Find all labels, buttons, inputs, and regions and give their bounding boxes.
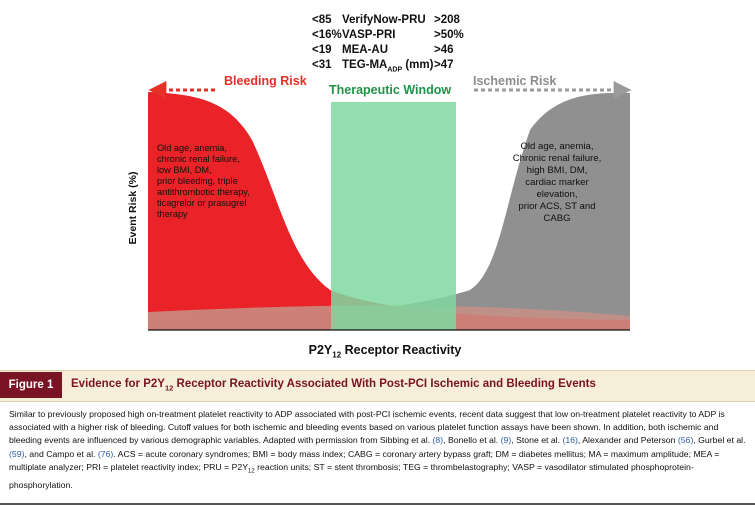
bottom-border xyxy=(0,503,755,505)
reference-link[interactable]: (59) xyxy=(9,448,25,459)
y-axis-label: Event Risk (%) xyxy=(127,171,139,245)
caption-segment: reaction units; ST = stent thrombosis; T… xyxy=(9,461,694,490)
figure-caption-text: Similar to previously proposed high on-t… xyxy=(9,408,749,492)
threshold-row: <19 MEA-AU >46 xyxy=(312,43,482,58)
threshold-assay: VASP-PRI xyxy=(342,29,396,41)
figure-caption-bar xyxy=(0,370,755,402)
figure-tag: Figure 1 xyxy=(0,372,62,398)
caption-segment: Similar to previously proposed high on-t… xyxy=(9,409,725,446)
figure-title: Evidence for P2Y12 Receptor Reactivity A… xyxy=(71,378,596,393)
threshold-low: <16% xyxy=(312,29,342,41)
bleeding-risk-label: Bleeding Risk xyxy=(224,74,307,88)
threshold-high: >50% xyxy=(434,29,464,41)
caption-segment: , and Campo et al. xyxy=(24,448,98,459)
threshold-low: <19 xyxy=(312,44,332,56)
caption-segment: , Stone et al. xyxy=(511,435,563,446)
assay-threshold-table: <85 VerifyNow-PRU >208 <16% VASP-PRI >50% <19 M… xyxy=(312,13,482,73)
reference-link[interactable]: (56) xyxy=(677,435,694,446)
threshold-row: <31 TEG-MAADP (mm) >47 xyxy=(312,58,482,73)
x-axis-label: P2Y12 Receptor Reactivity xyxy=(308,343,462,360)
reference-link[interactable]: (8) xyxy=(432,435,444,446)
reference-link[interactable]: (76) xyxy=(97,448,114,459)
therapeutic-window-band xyxy=(331,102,456,330)
threshold-low: <31 xyxy=(312,59,332,71)
reference-link[interactable]: (9) xyxy=(500,435,512,446)
caption-segment: . ACS = acute coronary syndromes; BMI = … xyxy=(9,448,720,472)
risk-diagram xyxy=(148,81,632,331)
ischemic-risk-label: Ischemic Risk xyxy=(473,74,557,88)
bleeding-risk-factors: Old age, anemia, chronic renal failure, … xyxy=(157,143,250,219)
caption-segment: 12 xyxy=(248,468,255,475)
threshold-row: <85 VerifyNow-PRU >208 xyxy=(312,13,482,28)
threshold-low: <85 xyxy=(312,14,332,26)
reference-link[interactable]: (16) xyxy=(562,435,578,446)
threshold-high: >46 xyxy=(434,44,454,56)
caption-segment: , Gurbel et al. xyxy=(693,435,746,446)
threshold-high: >208 xyxy=(434,14,460,26)
threshold-high: >47 xyxy=(434,59,454,71)
threshold-assay: TEG-MAADP (mm) xyxy=(342,59,434,74)
ischemic-risk-area xyxy=(148,92,630,330)
bleeding-risk-area xyxy=(148,92,630,330)
threshold-row: <16% VASP-PRI >50% xyxy=(312,28,482,43)
caption-segment: , Alexander and Peterson xyxy=(577,435,678,446)
caption-segment: , Bonello et al. xyxy=(443,435,501,446)
ischemic-risk-factors: Old age, anemia, Chronic renal failure, … xyxy=(512,141,602,224)
threshold-assay: VerifyNow-PRU xyxy=(342,14,426,26)
therapeutic-window-label: Therapeutic Window xyxy=(329,83,452,97)
threshold-assay: MEA-AU xyxy=(342,44,388,56)
